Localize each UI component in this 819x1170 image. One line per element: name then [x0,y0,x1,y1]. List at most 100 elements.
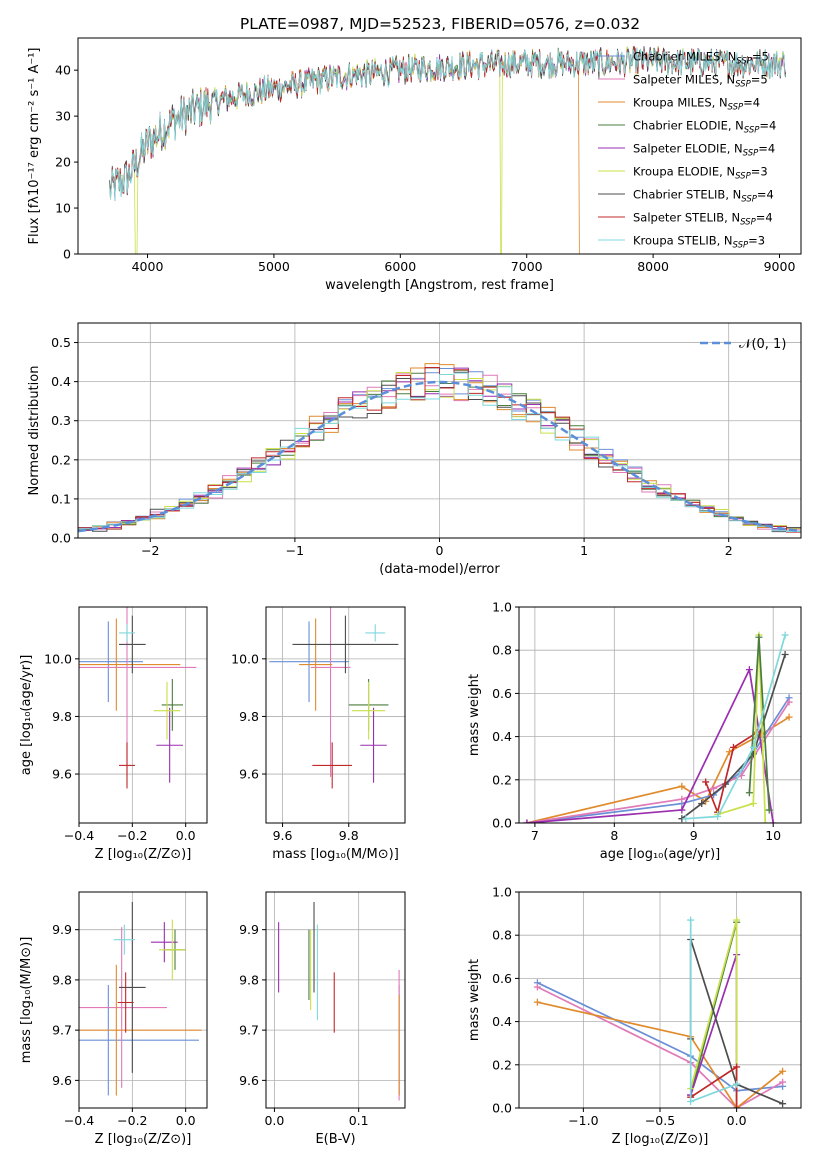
y-tick-label: 1.0 [492,600,512,615]
legend-suffix: =4 [758,142,775,156]
y-axis-label: age [log₁₀(age/yr)] [19,655,34,776]
x-tick-label: −0.4 [64,828,94,843]
legend-suffix: =3 [751,165,768,179]
mass-weight-series-line [717,635,767,823]
y-tick-label: 0.8 [492,643,512,658]
errorbar-point [360,707,387,783]
extinction-panel-marks [278,902,400,1101]
mass-weight-vs-metallicity-panel-marks [533,916,787,1108]
errorbar-point [79,964,202,1096]
mass-weight-vs-metallicity-panel-axes: −1.0 −0.5 0.0 0.0 0.2 0.4 0.6 0.8 1.0 Z [log₁₀(Z/… [467,885,802,1147]
x-tick-label: 0.1 [349,1113,369,1128]
plus-marker [745,789,753,797]
plus-marker [733,916,741,924]
y-tick-label: 0.2 [492,772,512,787]
legend-label: Chabrier MILES, NSSP=5 [633,50,769,67]
errorbar-point [119,902,146,1073]
y-tick-label: 0.0 [51,531,71,546]
plus-marker [698,800,706,808]
plus-marker [702,778,710,786]
y-tick-label: 0.0 [492,1101,512,1116]
legend-sub: SSP [735,80,751,90]
y-tick-label: 9.8 [239,709,259,724]
x-axis-label: Z [log₁₀(Z/Z⊙)] [95,847,192,862]
legend-sub: SSP [740,218,756,228]
extinction-panel: 0.0 0.1 9.6 9.7 9.8 9.9 E(B-V) [239,891,406,1147]
errorbar-point [79,621,143,703]
y-axis-label: mass weight [467,674,482,756]
plus-marker [785,713,793,721]
x-tick-label: 8000 [637,259,669,274]
x-tick-label: 7000 [511,259,543,274]
errorbar-point [161,679,183,731]
errorbar-point [156,707,183,783]
plus-marker [714,813,722,821]
errorbar-point [159,919,186,980]
y-tick-label: 9.6 [52,767,72,782]
plus-marker [533,998,541,1006]
axes-frame [265,606,406,824]
plus-marker [523,819,531,823]
plus-marker [769,819,777,823]
y-tick-label: 9.6 [239,767,259,782]
y-tick-label: 10.0 [44,651,72,666]
mass-weight-series-line [685,634,786,820]
mass-weight-series-line [704,731,758,815]
plus-marker [729,743,737,751]
x-tick-label: 0 [436,543,444,558]
x-tick-label: −2 [141,543,159,558]
y-tick-label: 9.8 [239,972,259,987]
legend-label: Kroupa STELIB, NSSP=3 [633,234,765,251]
x-axis-label: mass [log₁₀(M/M⊙)] [272,847,399,862]
legend-name: Chabrier ELODIE, N [633,119,744,133]
y-tick-label: 9.8 [52,972,72,987]
y-tick-label: 0.4 [51,374,71,389]
plus-marker [779,1067,787,1075]
spectrum-panel-marks [109,45,786,254]
axes-frame [78,891,208,1109]
age-vs-metallicity-panel: −0.4 −0.2 0.0 9.6 9.8 10.0 Z [log₁₀(Z/Z⊙)] age … [19,606,208,862]
age-vs-metallicity-panel-axes: −0.4 −0.2 0.0 9.6 9.8 10.0 Z [log₁₀(Z/Z⊙)] age … [19,606,208,862]
legend-suffix: =5 [751,73,768,87]
legend-sub: SSP [735,172,751,182]
y-tick-label: 1.0 [492,885,512,900]
legend-name: Kroupa STELIB, N [633,234,733,248]
plus-marker [779,1078,787,1086]
legend-label: Salpeter MILES, NSSP=5 [633,73,768,90]
y-tick-label: 9.6 [239,1073,259,1088]
legend-sub: SSP [733,241,749,251]
errorbar-point [117,972,134,1033]
x-tick-label: −0.2 [117,1113,147,1128]
legend-suffix: =4 [756,211,773,225]
errorbar-point [365,624,386,642]
legend-name: Salpeter MILES, N [633,73,735,87]
age-vs-mass-panel-marks [269,607,399,789]
x-axis-label: wavelength [Angstrom, rest frame] [325,278,554,293]
plus-marker [781,651,789,659]
x-axis-label: (data-model)/error [379,562,500,577]
plus-marker [761,819,769,823]
plus-marker [781,631,789,639]
axes-frame [518,606,802,824]
axes-frame [265,891,406,1109]
y-tick-label: 0.1 [51,491,71,506]
y-axis-label: Flux [fλ10⁻¹⁷ erg cm⁻² s⁻¹ A⁻¹] [27,48,42,245]
y-tick-label: 30 [55,109,71,124]
y-tick-label: 9.7 [239,1023,259,1038]
legend-name: Chabrier STELIB, N [633,188,741,202]
legend-sub: SSP [744,126,760,136]
plus-marker [682,815,690,823]
axes-frame [78,606,208,824]
errorbar-point [310,607,351,777]
plus-marker [779,1100,787,1108]
y-tick-label: 0.6 [492,971,512,986]
x-tick-label: −0.4 [64,1113,94,1128]
y-tick-label: 9.9 [52,922,72,937]
y-tick-label: 0.2 [51,452,71,467]
errorbar-point [79,607,197,777]
x-tick-label: −0.5 [645,1113,675,1128]
legend-suffix: =5 [752,50,769,64]
x-axis-label: E(B-V) [315,1132,355,1147]
x-tick-label: −0.2 [117,828,147,843]
